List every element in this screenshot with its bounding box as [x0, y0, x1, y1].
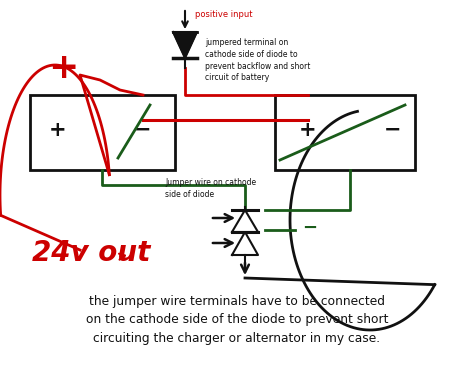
- Polygon shape: [232, 210, 258, 232]
- Text: positive input: positive input: [195, 10, 253, 19]
- Text: +: +: [299, 120, 317, 140]
- Polygon shape: [232, 232, 258, 255]
- Text: the jumper wire terminals have to be connected
on the cathode side of the diode : the jumper wire terminals have to be con…: [86, 295, 388, 345]
- Text: +: +: [49, 120, 67, 140]
- Polygon shape: [173, 32, 197, 58]
- Text: −: −: [134, 120, 152, 140]
- Bar: [275, 95, 415, 170]
- Bar: [30, 95, 175, 170]
- Text: −: −: [302, 219, 318, 237]
- Text: Jumper wire on cathode
side of diode: Jumper wire on cathode side of diode: [165, 178, 256, 199]
- Text: 24v out: 24v out: [32, 239, 150, 267]
- Text: −: −: [384, 120, 402, 140]
- Text: jumpered terminal on
cathode side of diode to
prevent backflow and short
circuit: jumpered terminal on cathode side of dio…: [205, 38, 310, 82]
- Text: +: +: [48, 51, 78, 85]
